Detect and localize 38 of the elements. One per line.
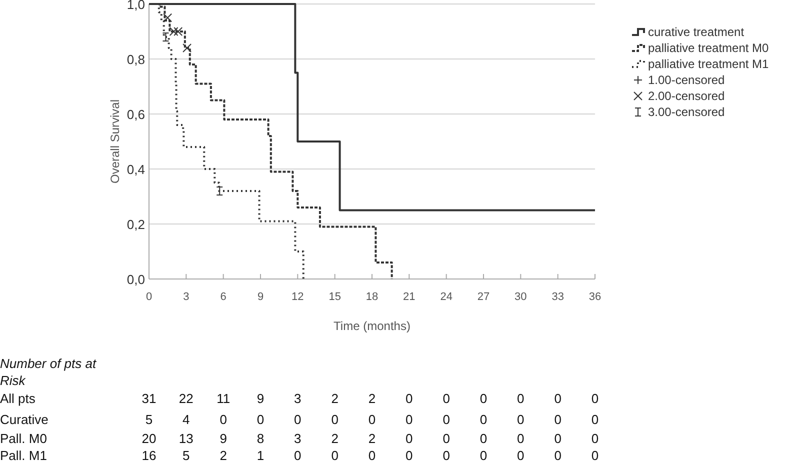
- text: Number of pts at Risk: [0, 356, 98, 388]
- legend-label: palliative treatment M1: [648, 57, 770, 71]
- legend-label: 1.00-censored: [648, 73, 725, 87]
- point: [216, 186, 224, 196]
- x-tick-label: 36: [588, 291, 602, 303]
- y-tick-label: 0,0: [126, 272, 145, 287]
- text: Curative 5 4 0 0 0 0 0 0 0 0 0 0 0: [0, 412, 599, 427]
- y-tick-label: 0,2: [126, 217, 145, 232]
- text: All pts 31 22 11 9 3 2 2 0 0 0 0 0 0: [0, 391, 599, 406]
- point: [174, 27, 183, 36]
- point: [162, 32, 170, 42]
- point: [163, 13, 172, 22]
- point: [182, 44, 192, 52]
- legend-label: 2.00-censored: [648, 89, 725, 103]
- x-tick-label: 27: [477, 291, 490, 303]
- point: [169, 27, 178, 36]
- y-axis-title: Overall Survival: [108, 99, 122, 184]
- y-tick-label: 0,4: [126, 162, 145, 177]
- x-tick-label: 0: [146, 291, 152, 303]
- x-tick-label: 12: [292, 291, 304, 303]
- y-tick-label: 0,8: [126, 52, 145, 67]
- text: Pall. M1 16 5 2 1 0 0 0 0 0 0 0 0 0: [0, 448, 599, 463]
- x-tick-label: 30: [514, 291, 527, 303]
- x-tick-label: 24: [440, 291, 452, 303]
- y-tick-label: 1,0: [126, 0, 145, 12]
- text: Pall. M0 20 13 9 8 3 2 2 0 0 0 0 0 0: [0, 431, 599, 446]
- x-tick-label: 21: [403, 291, 416, 303]
- y-tick-label: 0,6: [126, 107, 145, 122]
- legend-label: 3.00-censored: [648, 105, 725, 119]
- legend-label: palliative treatment M0: [648, 41, 770, 55]
- x-axis-title: Time (months): [334, 319, 410, 333]
- x-tick-label: 18: [366, 291, 378, 303]
- legend-label: curative treatment: [648, 25, 745, 39]
- x-tick-label: 6: [220, 291, 226, 303]
- x-tick-label: 15: [328, 291, 341, 303]
- x-tick-label: 9: [257, 291, 264, 303]
- x-tick-label: 3: [183, 291, 190, 303]
- x-tick-label: 33: [552, 291, 564, 303]
